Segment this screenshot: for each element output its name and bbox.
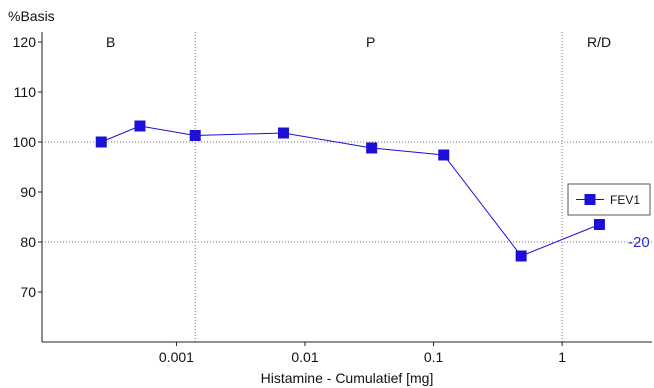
phase-labels: B P R/D [106, 34, 611, 50]
y-tick-label: 110 [14, 84, 37, 100]
x-axis-title: Histamine - Cumulatief [mg] [261, 370, 434, 386]
y-tick-label: 100 [13, 134, 37, 150]
phase-label: B [106, 34, 115, 50]
data-point-fev1 [189, 130, 201, 141]
x-tick-label: 0.01 [291, 349, 318, 365]
y-tick-label: 90 [20, 184, 36, 200]
reference-line-label: -20 [628, 234, 650, 251]
x-tick-label: 0.1 [424, 349, 444, 365]
x-tick-label: 0.001 [159, 349, 194, 365]
x-tick-label: 1 [558, 349, 566, 365]
data-point-fev1 [593, 219, 605, 230]
data-point-fev1 [134, 120, 146, 132]
data-point-fev1 [515, 250, 527, 262]
legend-label: FEV1 [610, 193, 640, 207]
y-tick-label: 120 [13, 34, 37, 50]
y-tick-label: 80 [20, 234, 36, 250]
grid-layer [42, 32, 652, 342]
data-point-fev1 [366, 142, 378, 154]
y-ticks: 70 80 90 100 110 120 [13, 34, 42, 300]
phase-label: R/D [587, 34, 611, 50]
series-layer [95, 120, 605, 262]
series-line-fev1 [101, 125, 600, 257]
y-axis-title: %Basis [8, 8, 55, 24]
data-point-fev1 [438, 149, 450, 161]
legend: FEV1 [567, 183, 651, 216]
legend-marker [584, 194, 596, 205]
phase-label: P [366, 34, 375, 50]
x-ticks: 0.001 0.01 0.1 1 [159, 342, 566, 365]
data-point-fev1 [95, 136, 107, 148]
data-point-fev1 [277, 127, 289, 139]
y-tick-label: 70 [20, 284, 36, 300]
